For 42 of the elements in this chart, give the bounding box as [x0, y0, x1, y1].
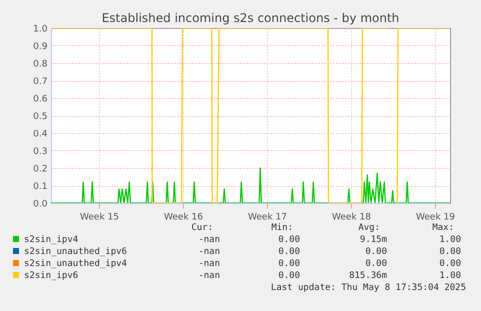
text: -nan: [198, 235, 220, 245]
y-tick-label: 0.0: [33, 200, 48, 210]
text: Min:: [271, 223, 293, 233]
legend-label: s2sin_unauthed_ipv4: [24, 259, 127, 269]
legend-label: s2sin_ipv6: [24, 271, 78, 281]
y-tick-label: 0.3: [33, 147, 48, 157]
text: 0.00: [439, 247, 461, 257]
text: -nan: [198, 259, 220, 269]
text: -nan: [198, 271, 220, 281]
text: Cur:: [191, 223, 213, 233]
y-tick-label: 0.7: [33, 77, 48, 87]
x-tick-label: Week 16: [164, 212, 204, 222]
x-tick-label: Week 18: [332, 212, 372, 222]
text: 0.00: [278, 259, 300, 269]
y-tick-label: 0.5: [33, 112, 48, 122]
y-tick-label: 0.4: [33, 130, 48, 140]
text: Max:: [432, 223, 454, 233]
y-tick-label: 0.9: [33, 42, 48, 52]
text: 0.00: [278, 235, 300, 245]
x-tick-label: Week 19: [416, 212, 456, 222]
x-tick-label: Week 15: [80, 212, 119, 222]
x-tick-label: Week 17: [248, 212, 287, 222]
text: 0.00: [278, 271, 300, 281]
text: 815.36m: [349, 271, 387, 281]
y-tick-label: 0.6: [33, 94, 48, 104]
text: 9.15m: [360, 235, 387, 245]
text: Avg:: [358, 223, 380, 233]
legend-label: s2sin_unauthed_ipv6: [24, 247, 127, 257]
legend-label: s2sin_ipv4: [24, 235, 78, 245]
text: Last update: Thu May 8 17:35:04 2025: [270, 283, 466, 293]
text: -nan: [198, 247, 220, 257]
text: 1.00: [439, 271, 461, 281]
text: 1.00: [439, 235, 461, 245]
chart-title: Established incoming s2s connections - by month: [102, 11, 400, 25]
y-tick-label: 0.1: [33, 182, 48, 192]
y-tick-label: 0.2: [33, 164, 48, 174]
text: 0.00: [365, 259, 387, 269]
y-tick-label: 1.0: [33, 24, 48, 34]
text: 0.00: [278, 247, 300, 257]
text: 0.00: [439, 259, 461, 269]
y-tick-label: 0.8: [33, 60, 48, 70]
text: 0.00: [365, 247, 387, 257]
